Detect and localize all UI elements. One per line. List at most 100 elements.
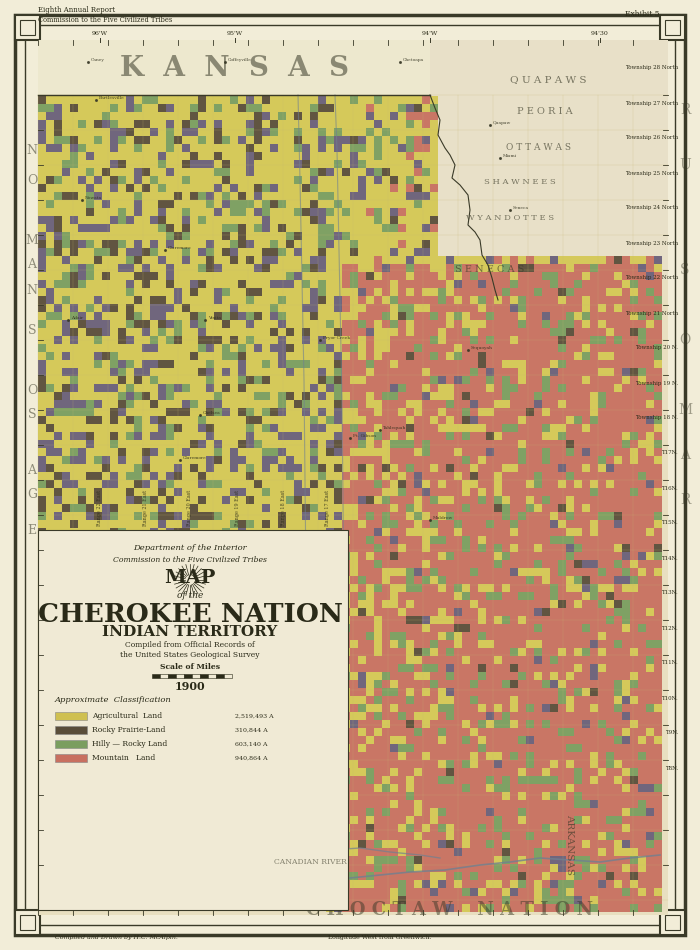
- Bar: [559, 792, 566, 800]
- Bar: [478, 720, 486, 728]
- Bar: [318, 224, 326, 232]
- Bar: [503, 313, 510, 320]
- Bar: [574, 385, 582, 391]
- Bar: [622, 296, 630, 304]
- Bar: [590, 600, 598, 608]
- Bar: [70, 112, 78, 120]
- Bar: [142, 200, 150, 208]
- Bar: [391, 888, 398, 896]
- Bar: [214, 448, 222, 456]
- Bar: [494, 896, 502, 903]
- Bar: [382, 264, 390, 272]
- Bar: [494, 521, 502, 527]
- Bar: [358, 432, 365, 440]
- Bar: [615, 496, 622, 504]
- Bar: [582, 273, 589, 279]
- Bar: [646, 792, 654, 800]
- Bar: [302, 224, 309, 232]
- Bar: [414, 776, 421, 784]
- Bar: [342, 512, 350, 520]
- Bar: [534, 456, 542, 464]
- Bar: [422, 689, 430, 695]
- Bar: [366, 832, 374, 840]
- Bar: [78, 136, 85, 143]
- Bar: [38, 416, 46, 424]
- Bar: [447, 344, 454, 352]
- Bar: [462, 640, 470, 648]
- Bar: [447, 704, 454, 712]
- Bar: [574, 848, 582, 856]
- Bar: [574, 633, 582, 639]
- Bar: [478, 552, 486, 560]
- Bar: [447, 617, 454, 624]
- Text: C H O C T A W    N A T I O N: C H O C T A W N A T I O N: [307, 901, 594, 919]
- Bar: [486, 385, 493, 391]
- Bar: [118, 233, 126, 239]
- Bar: [214, 128, 222, 136]
- Bar: [174, 192, 182, 200]
- Bar: [503, 841, 510, 847]
- Bar: [606, 656, 614, 664]
- Bar: [335, 488, 342, 496]
- Bar: [470, 808, 477, 816]
- Bar: [422, 832, 430, 840]
- Text: 2,519,493 A: 2,519,493 A: [235, 713, 274, 718]
- Bar: [430, 472, 438, 480]
- Bar: [20, 915, 35, 930]
- Bar: [134, 288, 141, 295]
- Bar: [62, 184, 70, 192]
- Bar: [335, 376, 342, 384]
- Bar: [582, 448, 589, 456]
- Bar: [430, 456, 438, 464]
- Text: T9N.: T9N.: [664, 731, 678, 735]
- Bar: [382, 248, 390, 256]
- Bar: [46, 385, 54, 391]
- Bar: [447, 888, 454, 896]
- Bar: [158, 400, 166, 408]
- Bar: [118, 376, 126, 384]
- Bar: [590, 608, 598, 616]
- Bar: [615, 512, 622, 520]
- Bar: [198, 233, 206, 239]
- Bar: [254, 240, 262, 248]
- Bar: [454, 329, 462, 335]
- Bar: [126, 152, 134, 160]
- Bar: [574, 864, 582, 872]
- Bar: [391, 592, 398, 599]
- Bar: [454, 888, 462, 896]
- Bar: [550, 904, 558, 912]
- Bar: [342, 736, 350, 744]
- Bar: [503, 600, 510, 608]
- Bar: [374, 161, 382, 168]
- Bar: [150, 408, 158, 416]
- Bar: [454, 656, 462, 664]
- Bar: [318, 528, 326, 536]
- Bar: [518, 256, 526, 264]
- Bar: [590, 769, 598, 776]
- Bar: [286, 121, 294, 127]
- Bar: [478, 689, 486, 695]
- Bar: [126, 136, 134, 143]
- Bar: [366, 465, 374, 472]
- Bar: [630, 680, 638, 688]
- Bar: [366, 888, 374, 896]
- Bar: [630, 288, 638, 295]
- Bar: [190, 256, 197, 264]
- Bar: [454, 592, 462, 599]
- Bar: [414, 168, 421, 176]
- Bar: [590, 336, 598, 344]
- Bar: [414, 552, 421, 560]
- Bar: [326, 472, 334, 480]
- Bar: [510, 568, 518, 576]
- Bar: [335, 288, 342, 295]
- Bar: [167, 248, 174, 256]
- Bar: [542, 624, 550, 632]
- Bar: [55, 184, 62, 192]
- Bar: [374, 577, 382, 583]
- Bar: [223, 296, 230, 304]
- Bar: [478, 537, 486, 543]
- Bar: [374, 376, 382, 384]
- Bar: [366, 633, 374, 639]
- Bar: [494, 648, 502, 656]
- Bar: [70, 521, 78, 527]
